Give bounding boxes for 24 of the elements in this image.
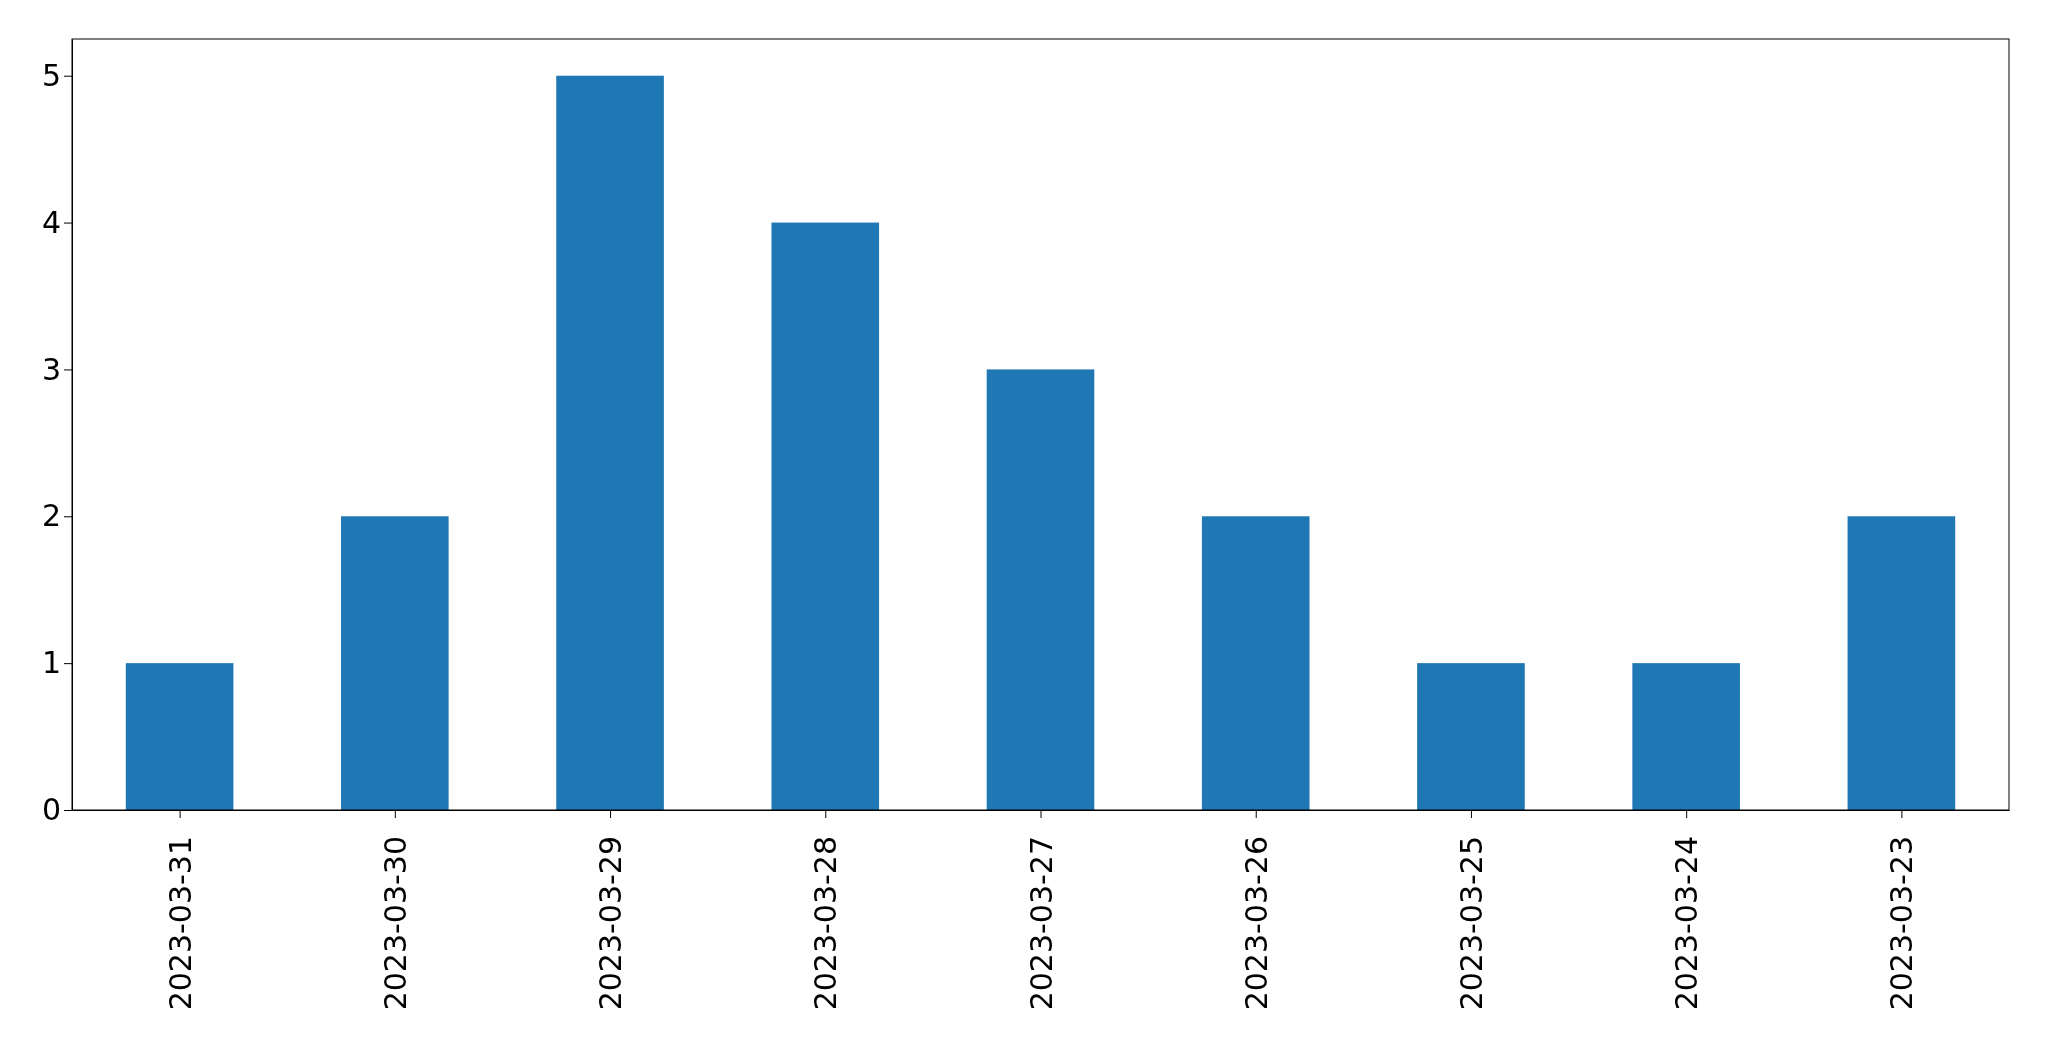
bar xyxy=(1417,663,1525,810)
bar xyxy=(1632,663,1740,810)
x-tick-label: 2023-03-28 xyxy=(808,836,844,1011)
bar xyxy=(556,75,664,810)
y-tick-label: 2 xyxy=(41,498,61,534)
x-tick-label: 2023-03-25 xyxy=(1453,836,1489,1011)
bar xyxy=(1847,516,1956,810)
y-tick-label: 0 xyxy=(41,792,61,828)
x-tick-label: 2023-03-31 xyxy=(162,836,198,1011)
y-tick-label: 4 xyxy=(41,204,61,240)
bar xyxy=(341,516,449,810)
x-tick-label: 2023-03-27 xyxy=(1023,836,1059,1011)
y-tick-label: 5 xyxy=(41,57,61,93)
bar xyxy=(986,369,1095,810)
bar xyxy=(125,663,234,810)
x-tick-label: 2023-03-23 xyxy=(1884,836,1920,1011)
y-tick-label: 3 xyxy=(41,351,61,387)
x-tick-label: 2023-03-30 xyxy=(377,836,413,1011)
x-tick-label: 2023-03-26 xyxy=(1238,836,1274,1011)
bar xyxy=(1201,516,1310,810)
x-tick-label: 2023-03-24 xyxy=(1669,836,1705,1011)
bar xyxy=(771,222,880,810)
x-tick-label: 2023-03-29 xyxy=(593,836,629,1011)
y-tick-label: 1 xyxy=(41,645,61,681)
